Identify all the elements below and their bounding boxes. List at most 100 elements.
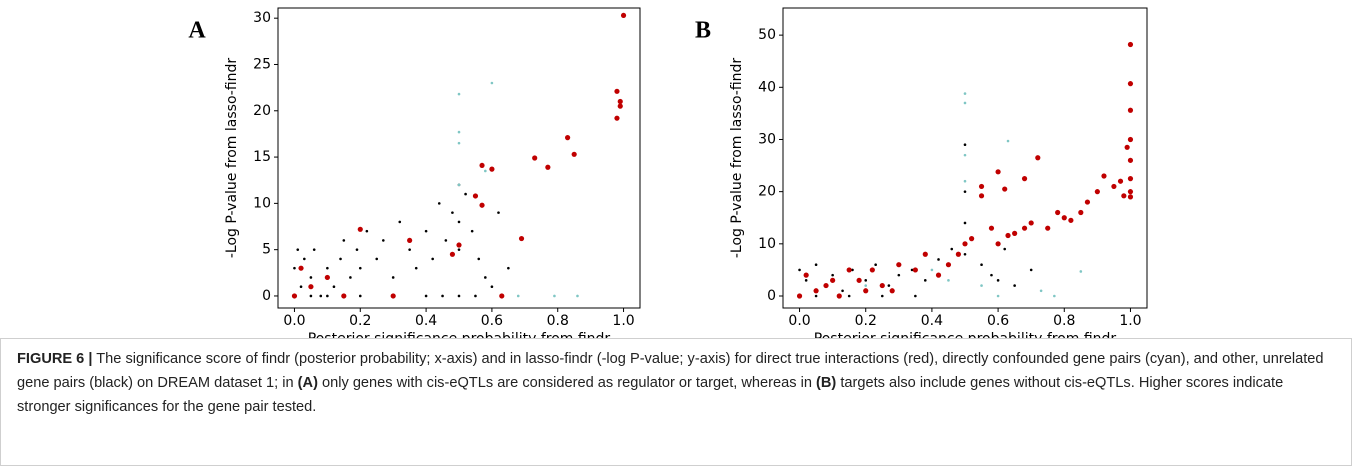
point bbox=[472, 193, 479, 199]
point bbox=[1035, 155, 1041, 161]
x-tick-label: 0.0 bbox=[788, 313, 810, 329]
point bbox=[484, 169, 487, 173]
point bbox=[1117, 178, 1124, 184]
x-tick-label: 1.0 bbox=[612, 313, 634, 329]
point bbox=[375, 257, 379, 261]
point bbox=[996, 294, 1000, 298]
point bbox=[390, 293, 396, 299]
plot-frame bbox=[277, 7, 641, 309]
point bbox=[464, 192, 467, 196]
point bbox=[532, 155, 538, 161]
point bbox=[309, 294, 313, 298]
point bbox=[1013, 284, 1016, 287]
point bbox=[1012, 230, 1018, 236]
point bbox=[1127, 194, 1134, 200]
point bbox=[1021, 225, 1028, 231]
point bbox=[1068, 217, 1074, 223]
point bbox=[1127, 136, 1134, 143]
point bbox=[1028, 220, 1034, 226]
point bbox=[990, 273, 993, 277]
point bbox=[869, 267, 875, 273]
point bbox=[996, 279, 1000, 282]
y-tick-label: 25 bbox=[253, 56, 271, 72]
x-tick-label: 0.6 bbox=[987, 313, 1009, 329]
point bbox=[804, 279, 808, 282]
figure: A 0.0 0.2 0.4 0.6 0.8 1.0 0 5 10 15 20 25 30 Posterior… bbox=[188, 7, 1148, 347]
point bbox=[332, 285, 336, 289]
point bbox=[309, 276, 313, 279]
point bbox=[358, 294, 362, 298]
point bbox=[484, 276, 487, 279]
point bbox=[1121, 193, 1127, 199]
point bbox=[489, 166, 495, 172]
point bbox=[497, 211, 500, 214]
point bbox=[319, 294, 323, 298]
point bbox=[507, 266, 510, 270]
point bbox=[912, 267, 918, 273]
point bbox=[576, 294, 579, 298]
point bbox=[457, 220, 461, 224]
point bbox=[303, 257, 306, 261]
x-tick-label: 1.0 bbox=[1119, 313, 1141, 329]
point bbox=[477, 257, 481, 261]
point bbox=[823, 282, 829, 289]
point bbox=[457, 294, 461, 298]
point bbox=[980, 263, 983, 266]
point bbox=[830, 277, 836, 283]
point bbox=[1079, 270, 1083, 273]
point bbox=[814, 263, 818, 266]
point bbox=[617, 103, 623, 109]
point bbox=[437, 202, 441, 205]
x-tick-label: 0.2 bbox=[349, 313, 371, 329]
x-axis-label: Posterior significance probability from … bbox=[308, 331, 611, 338]
panel-label: A bbox=[188, 18, 206, 44]
point bbox=[479, 162, 485, 169]
point bbox=[1006, 139, 1010, 143]
point bbox=[980, 284, 983, 287]
point bbox=[545, 164, 551, 170]
point bbox=[296, 248, 300, 251]
point bbox=[963, 153, 967, 157]
y-axis-label: -Log P-value from lasso-findr bbox=[224, 58, 240, 259]
point bbox=[324, 274, 330, 281]
point bbox=[963, 179, 967, 183]
point bbox=[856, 277, 862, 283]
point bbox=[798, 268, 801, 272]
point bbox=[1094, 189, 1100, 195]
point bbox=[978, 193, 985, 199]
point bbox=[1005, 232, 1011, 239]
point bbox=[851, 268, 854, 272]
caption-text: only genes with cis-eQTLs are considered… bbox=[317, 375, 816, 391]
point bbox=[864, 284, 868, 287]
point bbox=[565, 135, 571, 141]
point bbox=[937, 258, 940, 261]
point bbox=[1127, 176, 1134, 182]
x-tick-label: 0.4 bbox=[921, 313, 943, 329]
point bbox=[474, 294, 477, 298]
point bbox=[1055, 209, 1061, 216]
x-tick-label: 0.2 bbox=[855, 313, 877, 329]
y-tick-label: 50 bbox=[758, 27, 776, 43]
point bbox=[339, 257, 342, 261]
point bbox=[880, 294, 884, 298]
point bbox=[1078, 209, 1084, 216]
point bbox=[796, 293, 803, 299]
point bbox=[1021, 176, 1028, 182]
point bbox=[614, 115, 620, 121]
point bbox=[299, 285, 303, 289]
point bbox=[1127, 107, 1134, 113]
point bbox=[978, 183, 985, 190]
y-tick-label: 0 bbox=[262, 288, 271, 304]
y-tick-label: 5 bbox=[262, 242, 271, 258]
point bbox=[355, 248, 359, 251]
y-axis-label: -Log P-value from lasso-findr bbox=[729, 58, 745, 259]
point bbox=[298, 265, 304, 271]
point bbox=[391, 276, 395, 279]
point bbox=[424, 229, 428, 233]
point bbox=[836, 293, 842, 299]
point bbox=[847, 294, 851, 298]
point bbox=[457, 141, 461, 145]
x-tick-label: 0.8 bbox=[547, 313, 569, 329]
y-tick-label: 15 bbox=[253, 149, 271, 165]
point bbox=[963, 252, 967, 256]
